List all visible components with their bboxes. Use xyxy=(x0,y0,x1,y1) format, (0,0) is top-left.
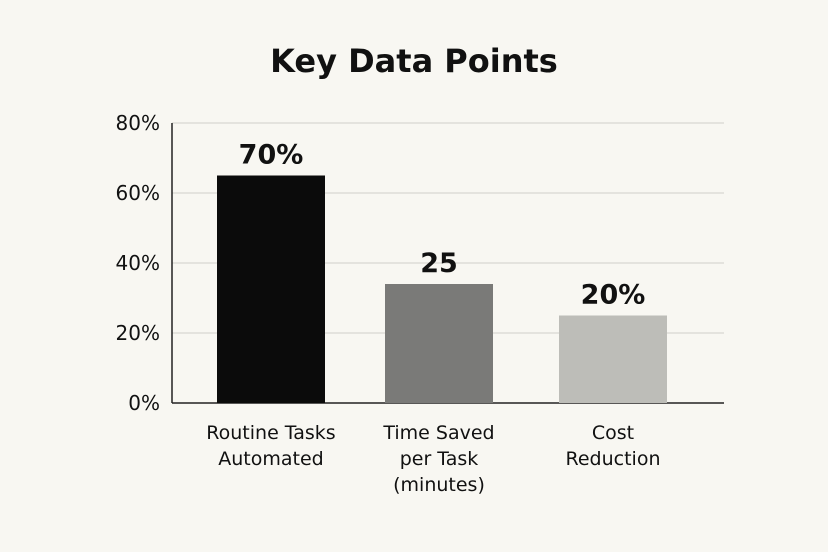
category-label: Reduction xyxy=(566,448,661,470)
bar xyxy=(217,175,325,403)
bar xyxy=(559,315,667,403)
bar-data-label: 25 xyxy=(420,248,458,279)
bars-layer xyxy=(217,175,667,403)
y-tick-label: 0% xyxy=(128,391,160,415)
category-label: per Task xyxy=(400,448,479,470)
chart-title: Key Data Points xyxy=(270,42,558,80)
bar xyxy=(385,284,493,403)
category-label: (minutes) xyxy=(393,474,485,496)
y-tick-label: 20% xyxy=(116,321,160,345)
labels-layer: 0% 20% 40% 60% 80% 70% Routine Tasks Automated 2… xyxy=(116,111,661,496)
bar-data-label: 70% xyxy=(239,140,304,171)
category-label: Routine Tasks xyxy=(206,422,335,444)
category-label: Cost xyxy=(592,422,634,444)
y-tick-label: 60% xyxy=(116,181,160,205)
y-tick-label: 80% xyxy=(116,111,160,135)
bar-data-label: 20% xyxy=(581,280,646,311)
y-tick-label: 40% xyxy=(116,251,160,275)
category-label: Time Saved xyxy=(382,422,494,444)
category-label: Automated xyxy=(218,448,323,470)
